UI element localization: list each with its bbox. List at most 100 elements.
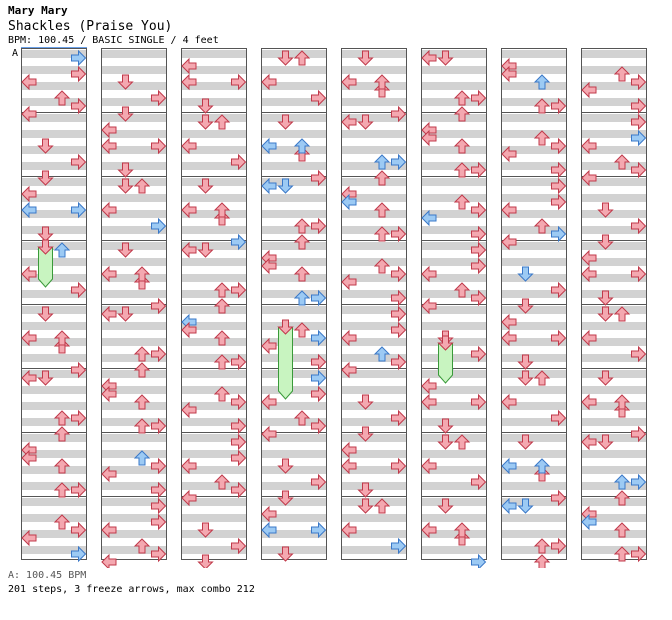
arrow-left xyxy=(421,49,437,67)
arrow-right xyxy=(471,161,487,179)
beat-band xyxy=(261,50,327,58)
beat-band xyxy=(261,530,327,538)
beat-band xyxy=(261,322,327,330)
beat-band xyxy=(501,82,567,90)
arrow-right xyxy=(471,473,487,491)
arrow-right xyxy=(71,153,87,171)
arrow-up xyxy=(53,242,71,258)
arrow-up xyxy=(133,394,151,410)
arrow-up xyxy=(133,266,151,282)
beat-band xyxy=(101,322,167,330)
arrow-right xyxy=(391,353,407,371)
arrow-down xyxy=(517,298,534,314)
arrow-down xyxy=(197,178,214,194)
arrow-down xyxy=(517,266,534,282)
arrow-left xyxy=(101,265,117,283)
arrow-up xyxy=(533,538,551,554)
arrow-left xyxy=(421,393,437,411)
arrow-down xyxy=(597,234,614,250)
beat-band xyxy=(181,98,247,106)
beat-band xyxy=(21,354,87,362)
beat-band xyxy=(581,530,647,538)
beat-band xyxy=(101,82,167,90)
beat-band xyxy=(261,130,327,138)
beat-band xyxy=(341,242,407,250)
beat-band xyxy=(181,146,247,154)
beat-band xyxy=(341,226,407,234)
arrow-right xyxy=(311,417,327,435)
arrow-right xyxy=(551,329,567,347)
arrow-down xyxy=(597,306,614,322)
arrow-left xyxy=(581,393,597,411)
beat-band xyxy=(581,194,647,202)
arrow-down xyxy=(357,50,374,66)
beat-band xyxy=(421,466,487,474)
arrow-left xyxy=(21,265,37,283)
beat-band xyxy=(181,418,247,426)
beat-band xyxy=(261,146,327,154)
beat-band xyxy=(421,210,487,218)
beat-band xyxy=(261,482,327,490)
beat-band xyxy=(421,546,487,554)
beat-band xyxy=(101,354,167,362)
beat-band xyxy=(181,114,247,122)
beat-band xyxy=(581,274,647,282)
arrow-up xyxy=(533,458,551,474)
beat-band xyxy=(501,114,567,122)
arrow-left xyxy=(21,529,37,547)
arrow-down xyxy=(117,306,134,322)
arrow-left xyxy=(181,489,197,507)
beat-band xyxy=(341,258,407,266)
beat-band xyxy=(581,450,647,458)
arrow-up xyxy=(293,410,311,426)
arrow-right xyxy=(471,345,487,363)
arrow-up xyxy=(453,90,471,106)
beat-band xyxy=(581,66,647,74)
arrow-left xyxy=(421,129,437,147)
beat-band xyxy=(261,514,327,522)
beat-band xyxy=(501,530,567,538)
arrow-up xyxy=(533,370,551,386)
arrow-left xyxy=(581,249,597,267)
beat-band xyxy=(261,226,327,234)
arrow-left xyxy=(421,297,437,315)
beat-band xyxy=(581,146,647,154)
beat-band xyxy=(341,514,407,522)
arrow-right xyxy=(311,473,327,491)
beat-band xyxy=(21,466,87,474)
arrow-up xyxy=(453,522,471,538)
beat-band xyxy=(341,546,407,554)
beat-band xyxy=(581,178,647,186)
beat-band xyxy=(261,114,327,122)
beat-band xyxy=(341,482,407,490)
arrow-down xyxy=(37,239,54,255)
arrow-right xyxy=(551,225,567,243)
arrow-right xyxy=(151,497,167,515)
beat-band xyxy=(421,130,487,138)
arrow-up xyxy=(453,162,471,178)
arrow-down xyxy=(277,114,294,130)
beat-band xyxy=(341,322,407,330)
beat-band xyxy=(21,50,87,58)
beat-band xyxy=(21,498,87,506)
arrow-right xyxy=(471,257,487,275)
arrow-right xyxy=(631,113,647,131)
beat-band xyxy=(341,146,407,154)
beat-band xyxy=(501,402,567,410)
arrow-left xyxy=(501,457,517,475)
beat-band xyxy=(501,466,567,474)
arrow-left xyxy=(341,361,357,379)
beat-band xyxy=(181,162,247,170)
beat-band xyxy=(421,370,487,378)
beat-band xyxy=(421,98,487,106)
arrow-right xyxy=(391,225,407,243)
beat-band xyxy=(581,130,647,138)
beat-band xyxy=(501,418,567,426)
beat-band xyxy=(581,258,647,266)
beat-band xyxy=(581,514,647,522)
arrow-left xyxy=(21,201,37,219)
beat-band xyxy=(21,290,87,298)
arrow-right xyxy=(231,449,247,467)
arrow-right xyxy=(551,409,567,427)
arrow-up xyxy=(453,194,471,210)
